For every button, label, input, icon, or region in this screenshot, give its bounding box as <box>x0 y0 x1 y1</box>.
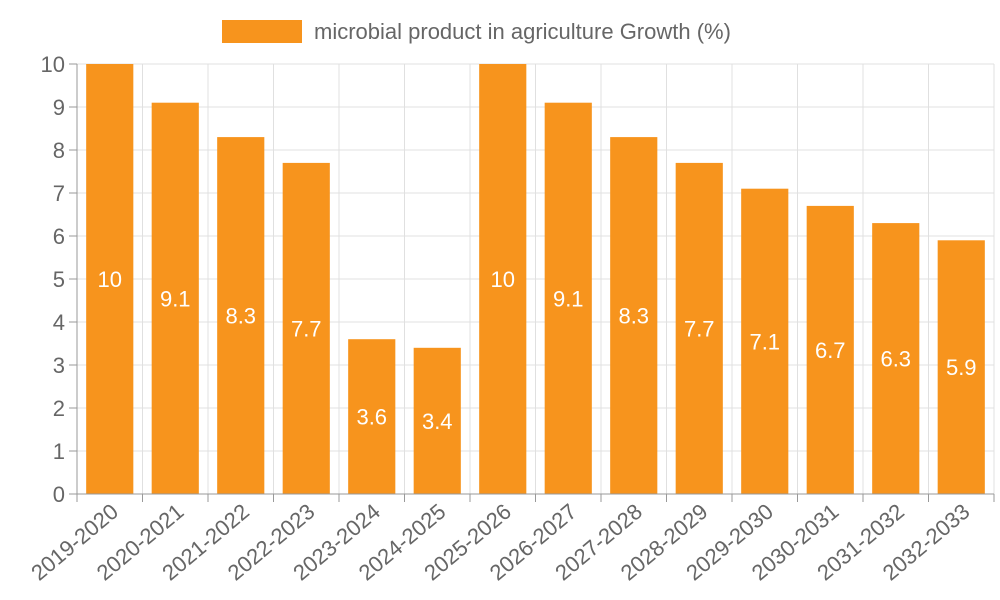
bar-value-label: 10 <box>491 267 515 292</box>
bar-value-label: 9.1 <box>160 286 191 311</box>
bar-value-label: 8.3 <box>618 304 649 329</box>
y-tick-label: 4 <box>53 310 65 335</box>
bar[interactable] <box>86 64 134 494</box>
y-tick-label: 2 <box>53 396 65 421</box>
bar-value-label: 9.1 <box>553 286 584 311</box>
y-tick-label: 7 <box>53 181 65 206</box>
y-tick-label: 6 <box>53 224 65 249</box>
bar[interactable] <box>937 240 985 494</box>
bar-value-label: 7.7 <box>291 316 322 341</box>
bar[interactable] <box>675 162 723 494</box>
bar[interactable] <box>348 339 396 494</box>
y-tick-label: 8 <box>53 138 65 163</box>
legend[interactable]: microbial product in agriculture Growth … <box>222 19 731 44</box>
bar-value-label: 6.3 <box>880 347 911 372</box>
bar[interactable] <box>151 102 199 494</box>
y-tick-label: 0 <box>53 482 65 507</box>
bar[interactable] <box>479 64 527 494</box>
y-tick-label: 5 <box>53 267 65 292</box>
legend-label[interactable]: microbial product in agriculture Growth … <box>314 19 731 44</box>
bar[interactable] <box>413 347 461 494</box>
bar-value-label: 8.3 <box>225 304 256 329</box>
bar-value-label: 5.9 <box>946 355 977 380</box>
bar[interactable] <box>610 137 658 494</box>
legend-swatch[interactable] <box>222 20 302 43</box>
bar-value-label: 3.4 <box>422 409 453 434</box>
bar[interactable] <box>741 188 789 494</box>
gridlines <box>76 63 995 495</box>
bar-value-label: 7.7 <box>684 316 715 341</box>
y-tick-label: 3 <box>53 353 65 378</box>
bar[interactable] <box>872 223 920 494</box>
axes <box>69 63 995 502</box>
y-tick-label: 1 <box>53 439 65 464</box>
bar[interactable] <box>544 102 592 494</box>
bar-value-label: 3.6 <box>356 405 387 430</box>
bars <box>86 64 985 494</box>
bar[interactable] <box>806 205 854 494</box>
y-tick-label: 9 <box>53 95 65 120</box>
y-tick-label: 10 <box>41 52 65 77</box>
bar[interactable] <box>217 137 265 494</box>
bar-value-label: 6.7 <box>815 338 846 363</box>
bar-value-label: 7.1 <box>749 329 780 354</box>
bar[interactable] <box>282 162 330 494</box>
bar-value-label: 10 <box>98 267 122 292</box>
